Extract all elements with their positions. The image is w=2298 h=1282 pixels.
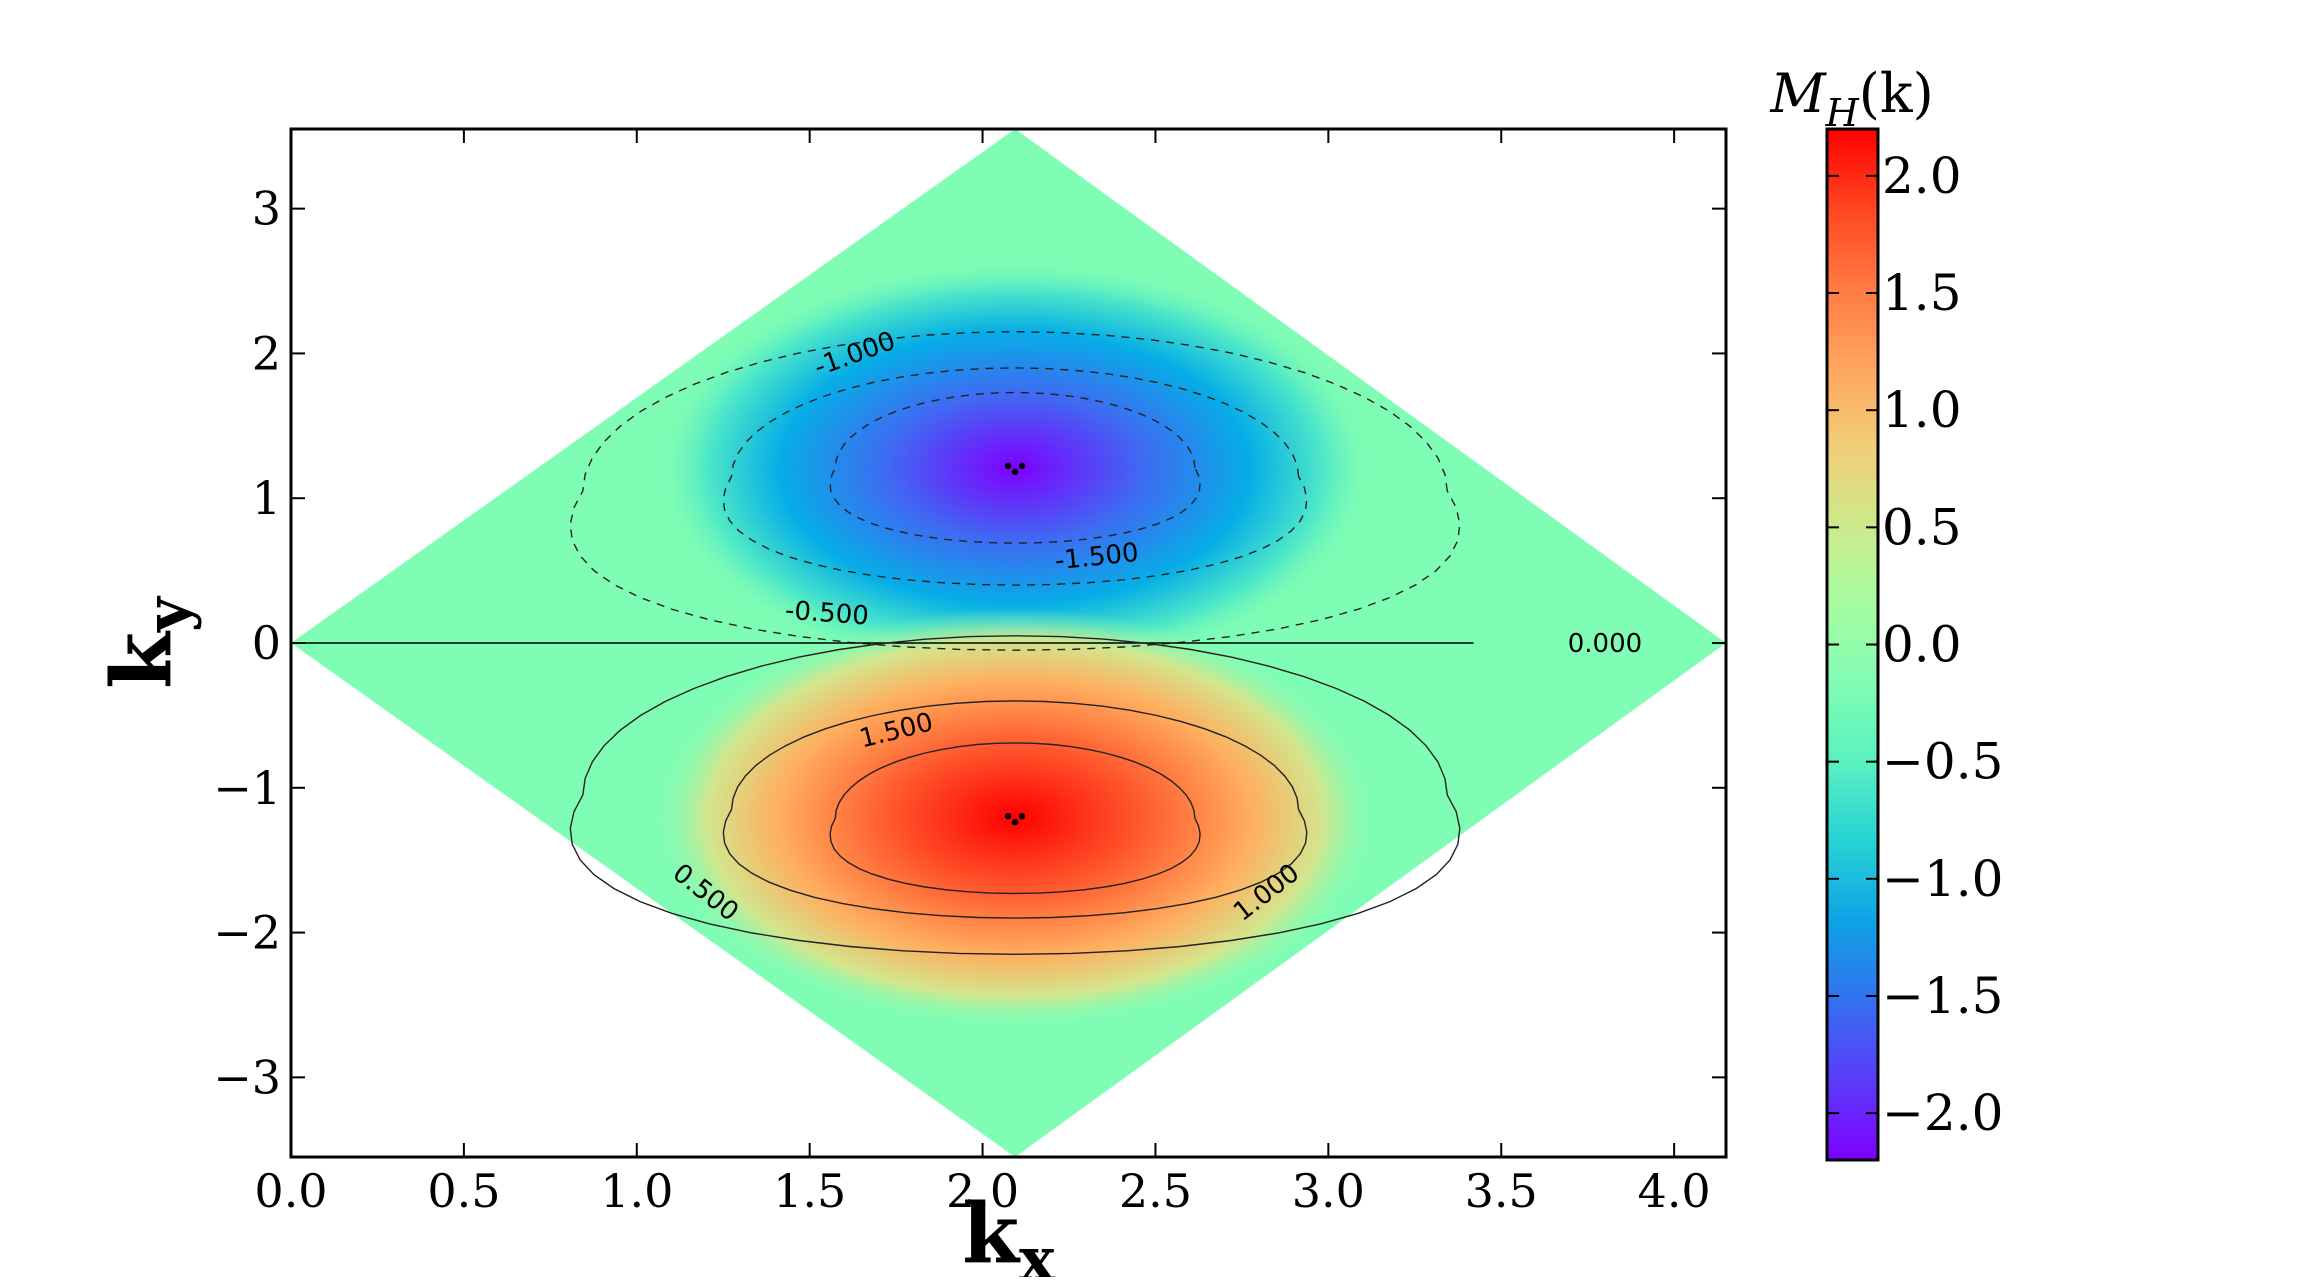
- x-tick-label: 3.0: [1292, 1164, 1365, 1218]
- contour-label: 0.000: [1568, 629, 1642, 659]
- extrema-markers: [1004, 462, 1026, 826]
- y-tick-label: −2: [213, 906, 281, 960]
- x-tick-label: 0.0: [254, 1164, 327, 1218]
- extremum-marker: [1004, 462, 1012, 470]
- contour-line: [569, 635, 1461, 956]
- x-tick-label: 0.5: [427, 1164, 500, 1218]
- colorbar-tick-label: 1.0: [1882, 381, 1962, 439]
- contour-line: [829, 742, 1201, 895]
- y-tick-label: −3: [213, 1050, 281, 1104]
- x-axis-ticks: 0.0 0.5 1.0 1.5 2.0 2.5 3.0 3.5 4.0: [254, 129, 1711, 1218]
- extremum-marker: [1018, 462, 1026, 470]
- colorbar-title: MH(k): [1769, 62, 1933, 135]
- x-tick-label: 3.5: [1465, 1164, 1538, 1218]
- y-axis-label: ky: [94, 595, 203, 689]
- colorbar-tick-label: 0.5: [1882, 498, 1962, 556]
- x-tick-label: 4.0: [1638, 1164, 1711, 1218]
- extremum-marker: [1004, 812, 1012, 820]
- colorbar-tick-label: −1.5: [1882, 967, 2003, 1025]
- contour-line: [569, 330, 1461, 651]
- colorbar-tick-label: 1.5: [1882, 264, 1962, 322]
- heatmap-minimum-region: [651, 257, 1379, 678]
- colorbar: 2.0 1.5 1.0 0.5 0.0 −0.5 −1.0 −1.5 −2.0 MH(k): [1769, 62, 2003, 1162]
- colorbar-tick-label: 2.0: [1882, 147, 1962, 205]
- x-tick-label: 2.5: [1119, 1164, 1192, 1218]
- contour-lines: [291, 330, 1474, 956]
- y-tick-label: −1: [213, 761, 281, 815]
- colorbar-tick-label: −2.0: [1882, 1084, 2003, 1142]
- x-tick-label: 1.5: [773, 1164, 846, 1218]
- colorbar-tick-label: 0.0: [1882, 616, 1962, 674]
- extremum-marker: [1018, 812, 1026, 820]
- colorbar-tick-label: −0.5: [1882, 733, 2003, 791]
- extremum-marker: [1011, 468, 1019, 476]
- x-tick-label: 2.0: [946, 1164, 1019, 1218]
- y-axis-ticks: 3 2 1 0 −1 −2 −3: [213, 182, 1726, 1104]
- contour-line: [722, 700, 1308, 919]
- y-tick-label: 1: [252, 471, 281, 525]
- extremum-marker: [1011, 818, 1019, 826]
- y-tick-label: 2: [252, 326, 281, 380]
- y-tick-label: 0: [252, 616, 281, 670]
- contour-line: [722, 367, 1308, 586]
- y-tick-label: 3: [252, 182, 281, 236]
- contour-label: -0.500: [784, 596, 870, 632]
- colorbar-tick-label: −1.0: [1882, 850, 2003, 908]
- heatmap-maximum-region: [651, 608, 1379, 1029]
- colorbar-ticks: 2.0 1.5 1.0 0.5 0.0 −0.5 −1.0 −1.5 −2.0: [1827, 147, 2003, 1142]
- contour-line: [829, 391, 1201, 544]
- x-axis-label: kx: [962, 1186, 1056, 1277]
- x-tick-label: 1.0: [600, 1164, 673, 1218]
